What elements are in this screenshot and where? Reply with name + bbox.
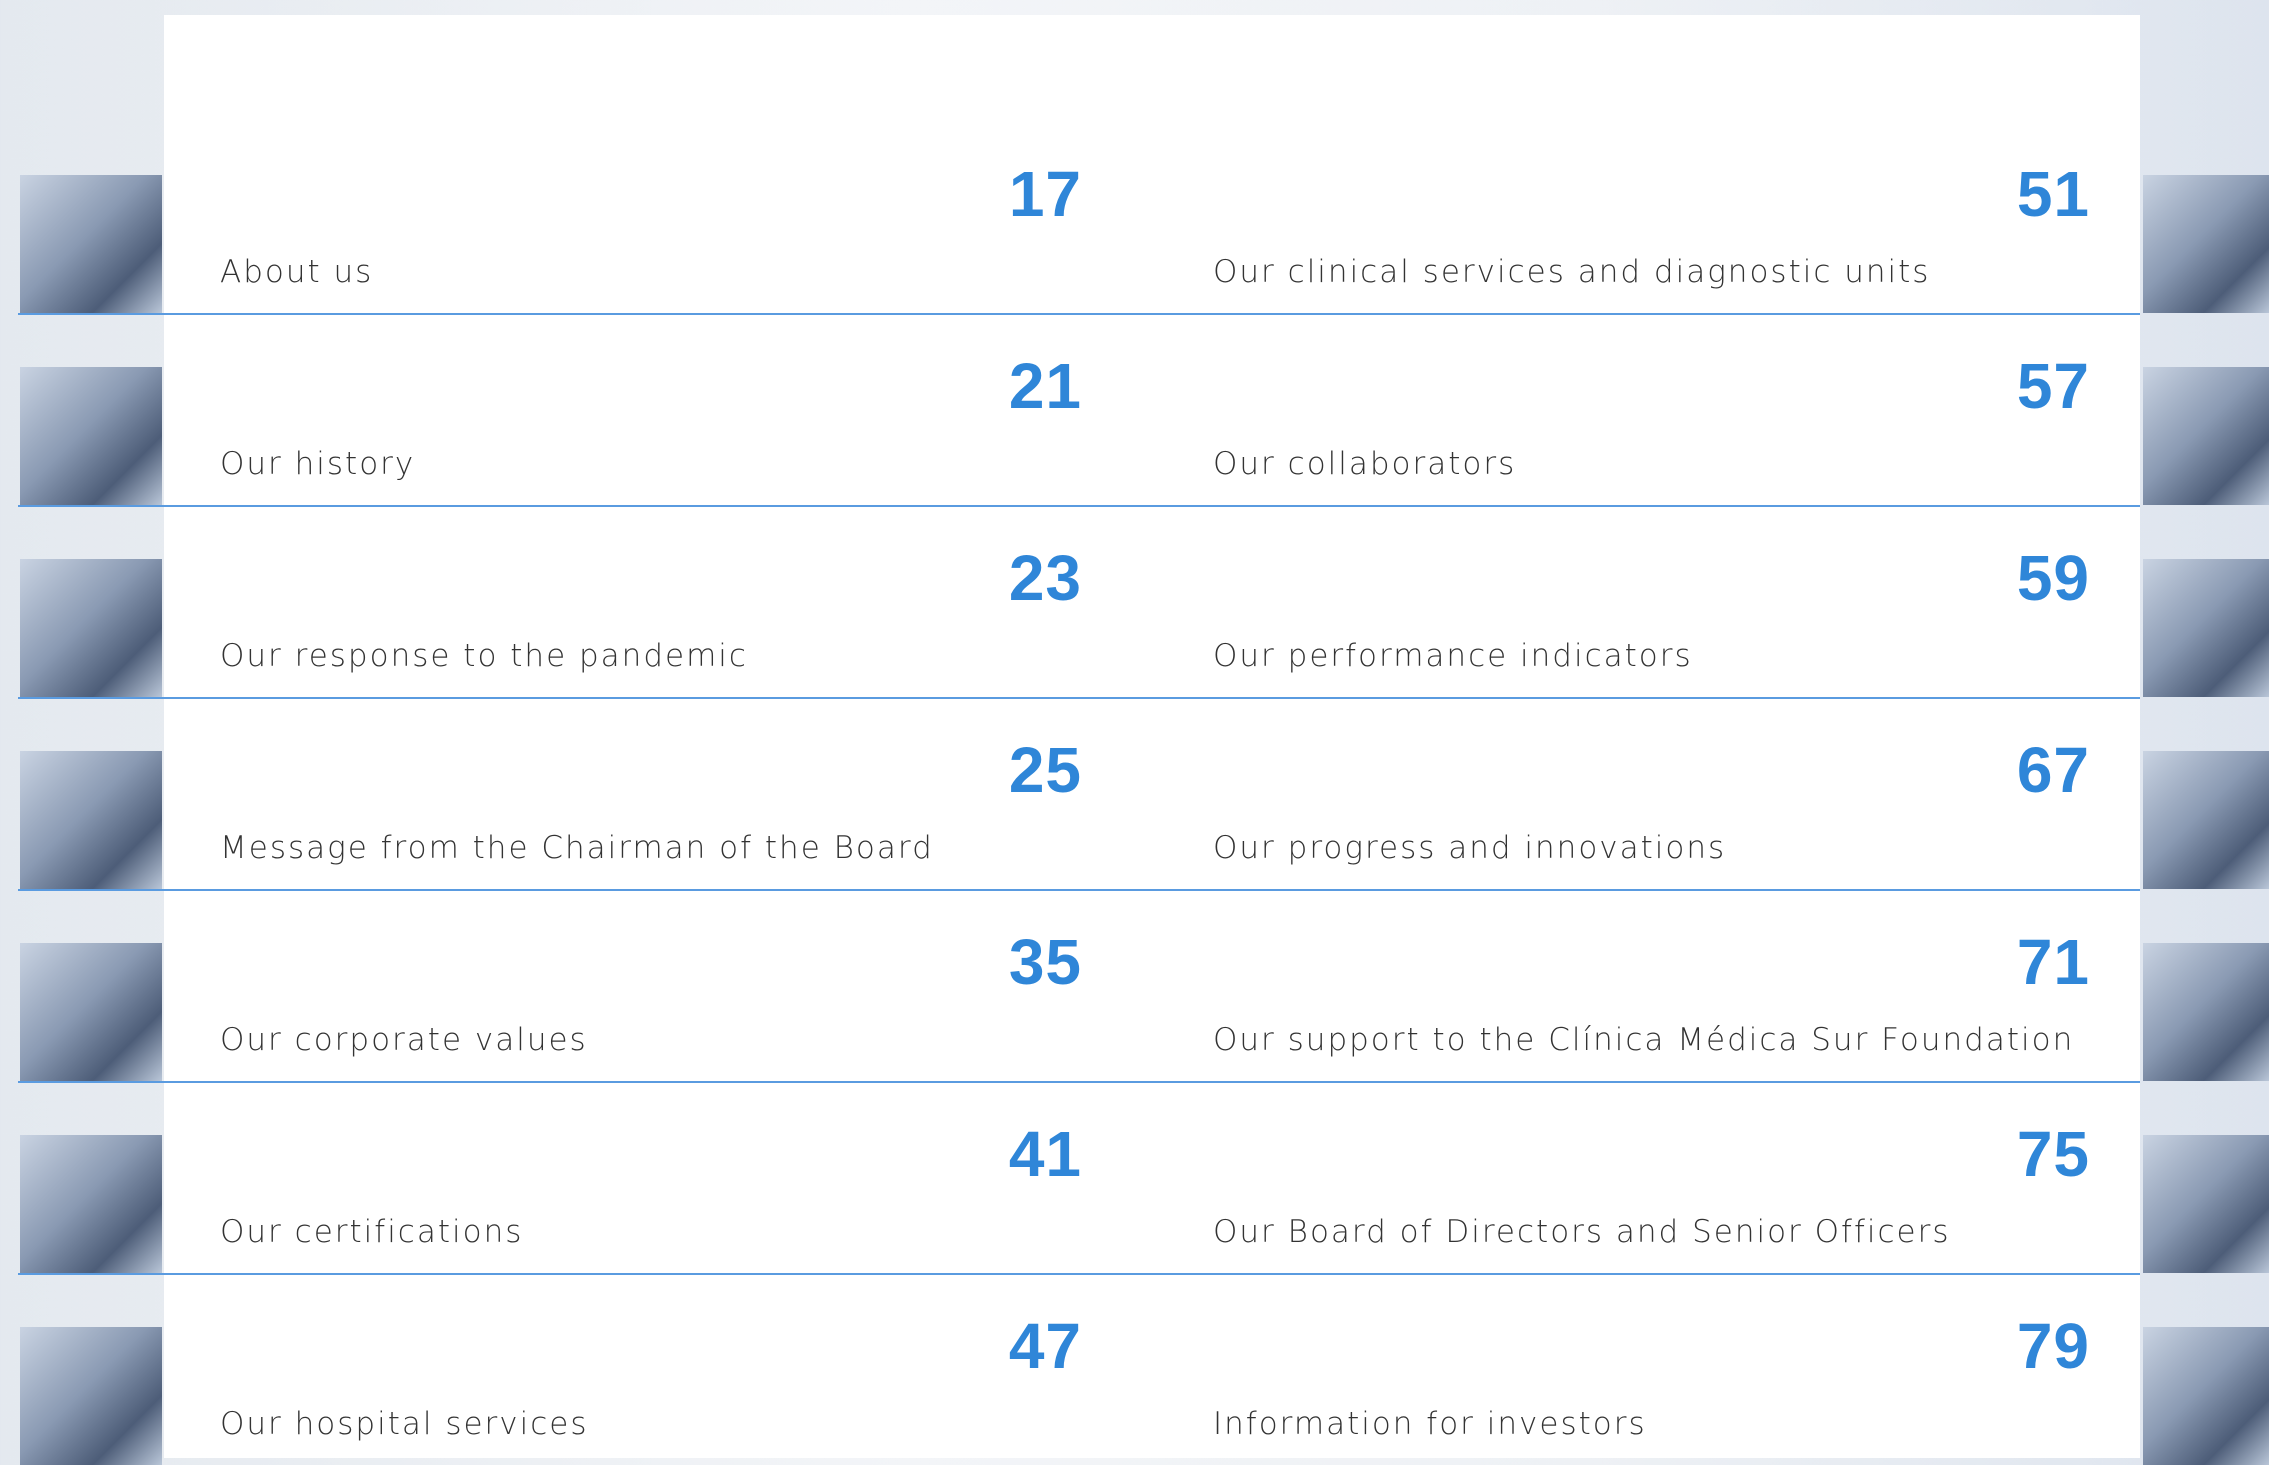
section-title: Information for investors (1213, 1406, 1647, 1442)
thumbnail (2143, 1327, 2269, 1465)
thumbnail (2143, 175, 2269, 313)
page-number: 57 (2016, 350, 2090, 422)
section-title: Our collaborators (1213, 446, 1517, 482)
thumbnail (20, 1135, 162, 1273)
thumbnail (2143, 559, 2269, 697)
page-number: 51 (2016, 158, 2090, 230)
page-number: 35 (1008, 926, 1082, 998)
thumbnail (20, 367, 162, 505)
page-number: 71 (2016, 926, 2090, 998)
section-title: Message from the Chairman of the Board (220, 830, 934, 866)
page-number: 21 (1008, 350, 1082, 422)
page-number: 75 (2016, 1118, 2090, 1190)
page-number: 41 (1008, 1118, 1082, 1190)
row-divider (18, 1081, 2140, 1083)
thumbnail (20, 943, 162, 1081)
section-title: About us (220, 254, 374, 290)
thumbnail (2143, 751, 2269, 889)
thumbnail (20, 559, 162, 697)
page-number: 59 (2016, 542, 2090, 614)
section-title: Our certifications (220, 1214, 524, 1250)
section-title: Our support to the Clínica Médica Sur Fo… (1213, 1022, 2075, 1058)
page-number: 17 (1008, 158, 1082, 230)
thumbnail (20, 751, 162, 889)
thumbnail (2143, 367, 2269, 505)
content-panel (164, 15, 2140, 1458)
row-divider (18, 313, 2140, 315)
thumbnail (20, 1327, 162, 1465)
row-divider (18, 505, 2140, 507)
thumbnail (20, 175, 162, 313)
section-title: Our response to the pandemic (220, 638, 748, 674)
section-title: Our corporate values (220, 1022, 588, 1058)
section-title: Our history (220, 446, 416, 482)
section-title: Our Board of Directors and Senior Office… (1213, 1214, 1951, 1250)
section-title: Our performance indicators (1213, 638, 1693, 674)
page-number: 67 (2016, 734, 2090, 806)
row-divider (18, 889, 2140, 891)
section-title: Our clinical services and diagnostic uni… (1213, 254, 1931, 290)
section-title: Our hospital services (220, 1406, 589, 1442)
page-number: 25 (1008, 734, 1082, 806)
row-divider (18, 697, 2140, 699)
thumbnail (2143, 943, 2269, 1081)
page-number: 79 (2016, 1310, 2090, 1382)
page-number: 47 (1008, 1310, 1082, 1382)
thumbnail (2143, 1135, 2269, 1273)
row-divider (18, 1273, 2140, 1275)
page-number: 23 (1008, 542, 1082, 614)
section-title: Our progress and innovations (1213, 830, 1727, 866)
